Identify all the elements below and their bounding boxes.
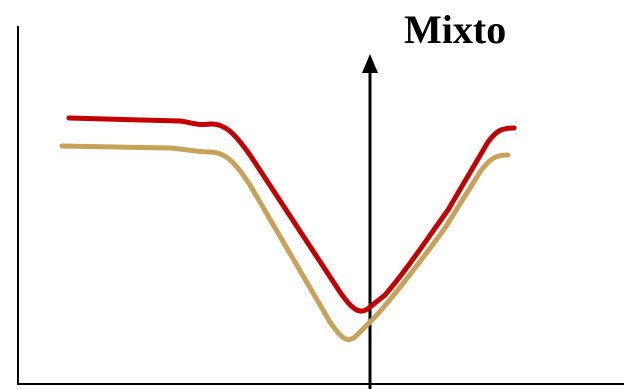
upper-curve bbox=[66, 115, 517, 314]
center-arrow-head bbox=[362, 54, 378, 73]
lower-curve bbox=[59, 143, 511, 342]
diagram-title: Mixto bbox=[404, 7, 506, 52]
